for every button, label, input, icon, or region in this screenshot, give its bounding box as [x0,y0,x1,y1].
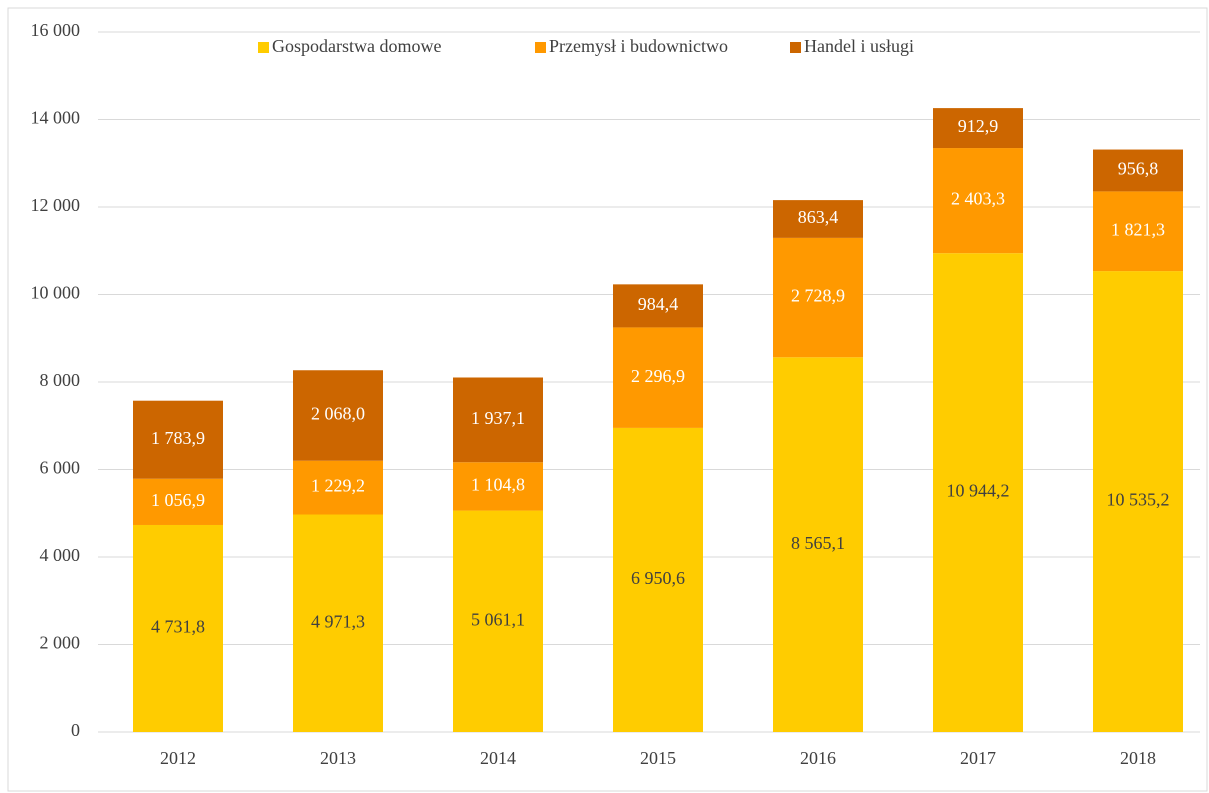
data-label: 912,9 [958,116,999,136]
bar-segment [1093,149,1183,192]
x-tick-label: 2016 [800,748,836,768]
x-tick-label: 2018 [1120,748,1156,768]
y-tick-label: 8 000 [40,370,81,390]
bar-segment [293,370,383,461]
bar-segment [453,377,543,463]
data-label: 10 535,2 [1107,490,1170,510]
legend-label: Gospodarstwa domowe [272,36,441,56]
data-label: 4 731,8 [151,617,205,637]
x-tick-label: 2013 [320,748,356,768]
bar-segment [933,148,1023,254]
bar-segment [773,200,863,238]
bar-segment [453,462,543,511]
bar-segment [133,524,223,732]
bar-segment [133,478,223,525]
data-label: 984,4 [638,294,679,314]
data-label: 5 061,1 [471,609,525,629]
data-label: 1 821,3 [1111,219,1165,239]
y-tick-label: 4 000 [40,545,81,565]
bar-segment [613,427,703,732]
y-tick-label: 16 000 [31,20,81,40]
bar-segment [133,400,223,479]
legend-label: Przemysł i budownictwo [549,36,728,56]
x-tick-label: 2012 [160,748,196,768]
bar-segment [613,327,703,428]
x-tick-label: 2014 [480,748,516,768]
x-tick-label: 2017 [960,748,996,768]
data-label: 1 056,9 [151,490,205,510]
y-tick-label: 0 [71,720,80,740]
bar-segment [773,237,863,358]
data-label: 2 403,3 [951,189,1005,209]
legend-swatch [535,42,546,53]
data-label: 2 728,9 [791,286,845,306]
data-label: 4 971,3 [311,611,365,631]
bar-segment [293,460,383,515]
y-tick-label: 10 000 [31,283,81,303]
bar-segment [1093,191,1183,272]
data-label: 2 296,9 [631,366,685,386]
bar-segment [933,108,1023,149]
data-label: 1 229,2 [311,476,365,496]
bar-segment [933,253,1023,732]
legend-swatch [258,42,269,53]
x-tick-label: 2015 [640,748,676,768]
legend-label: Handel i usługi [804,36,914,56]
data-label: 956,8 [1118,159,1159,179]
data-label: 1 937,1 [471,408,525,428]
y-tick-label: 12 000 [31,195,81,215]
data-label: 8 565,1 [791,533,845,553]
y-tick-label: 2 000 [40,633,81,653]
bar-segment [453,510,543,732]
data-label: 2 068,0 [311,404,365,424]
bar-segment [613,284,703,328]
data-label: 1 104,8 [471,475,525,495]
bar-segment [773,357,863,732]
bar-segment [1093,271,1183,732]
bar-segment [293,514,383,732]
data-label: 6 950,6 [631,568,685,588]
data-label: 863,4 [798,207,839,227]
y-tick-label: 14 000 [31,108,81,128]
data-label: 1 783,9 [151,428,205,448]
data-label: 10 944,2 [947,481,1010,501]
y-tick-label: 6 000 [40,458,81,478]
legend-swatch [790,42,801,53]
